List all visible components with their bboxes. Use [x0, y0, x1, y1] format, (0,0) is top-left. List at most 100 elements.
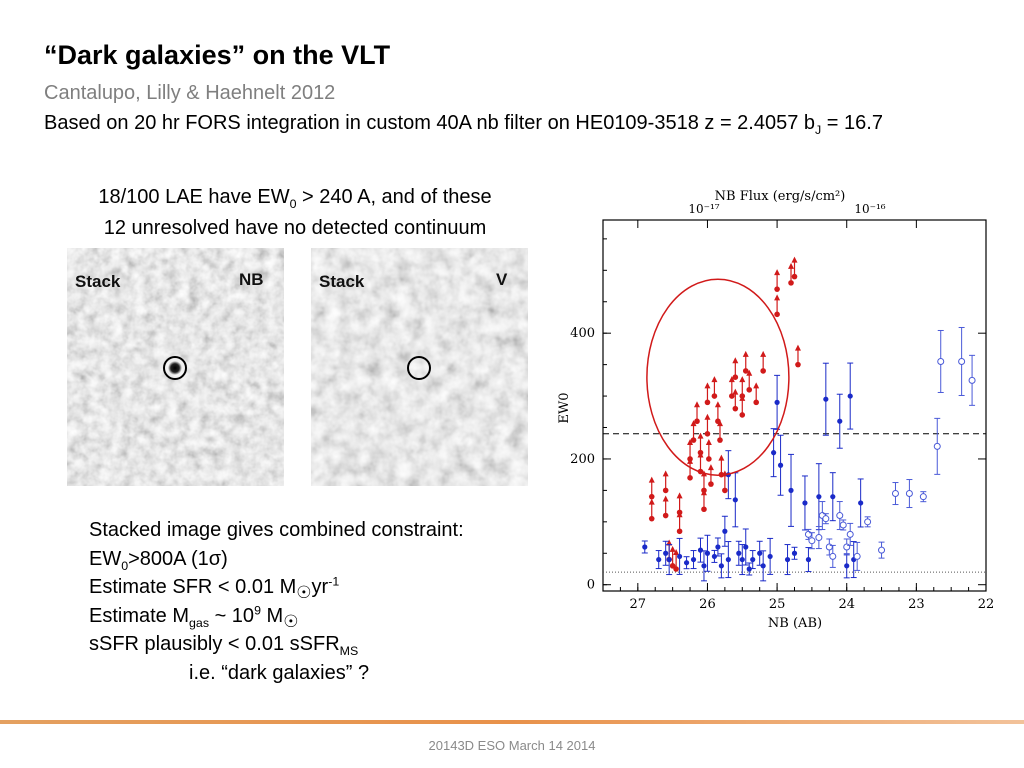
lae-line-1a: 18/100 LAE have EW [98, 186, 290, 208]
blue-point [725, 556, 731, 563]
plot-marks: 27 26 25 24 23 22 0 200 400 [570, 220, 994, 612]
blue-point [784, 556, 791, 563]
open-point [853, 552, 861, 560]
constraint-sfr-sup: -1 [328, 574, 340, 589]
arrow-head [704, 413, 711, 420]
lae-line-2: 12 unresolved have no detected continuum [103, 217, 487, 239]
x-tick-label: 25 [769, 597, 786, 612]
blue-point [844, 563, 850, 569]
blue-point [677, 553, 683, 560]
x-tick-label: 24 [838, 597, 855, 612]
blue-point [683, 560, 690, 566]
arrow-head [742, 350, 749, 357]
blue-point [771, 450, 777, 456]
red-point [701, 506, 707, 513]
open-point [891, 490, 899, 498]
arrow-head [705, 438, 712, 445]
arrow-head [648, 498, 655, 505]
blue-point [837, 418, 843, 424]
blue-point [777, 462, 784, 468]
constraint-ew: EW [89, 547, 122, 570]
lae-line-1b: > 240 A, and of these [296, 186, 492, 208]
constraint-mgas-sup: 9 [254, 602, 261, 617]
blue-point [847, 393, 853, 399]
arrow-head [673, 548, 680, 555]
constraint-ew-sub: 0 [121, 558, 129, 573]
red-point [704, 430, 711, 437]
open-point [808, 537, 816, 545]
blue-point [666, 556, 672, 563]
red-point [704, 399, 711, 406]
lae-line-1-sub: 0 [289, 197, 297, 211]
footer-text: 20143D ESO March 14 2014 [428, 738, 596, 753]
open-point [933, 442, 941, 450]
constraint-ssfr: sSFR plausibly < 0.01 sSFR [89, 633, 340, 655]
red-point [711, 393, 718, 399]
slide-title: “Dark galaxies” on the VLT [44, 40, 391, 70]
arrow-head [687, 457, 694, 464]
stamp-nb-label-right: NB [239, 270, 264, 289]
red-point [708, 481, 714, 487]
arrow-head [697, 432, 704, 439]
arrow-head [794, 344, 801, 351]
arrow-head [732, 388, 739, 395]
blue-point [802, 500, 808, 506]
arrow-head [718, 454, 725, 461]
blue-point [746, 566, 752, 572]
arrow-head [704, 382, 711, 389]
basis-subscript: J [815, 123, 822, 137]
constraint-mgas-unit: M [260, 604, 284, 627]
blue-point [757, 550, 763, 556]
arrow-head [662, 470, 669, 477]
open-point [937, 357, 945, 365]
y-axis-label: EW0 [557, 392, 572, 423]
arrow-head [662, 495, 669, 502]
constraint-mgas: Estimate M [89, 604, 190, 627]
arrow-head [760, 350, 767, 357]
open-point [968, 376, 976, 384]
red-point [729, 393, 735, 399]
blue-point [760, 563, 766, 569]
basis-text: Based on 20 hr FORS integration in custo… [44, 112, 816, 134]
constraints-text: Stacked image gives combined constraint:… [89, 516, 464, 687]
arrow-head [788, 262, 795, 269]
red-point [662, 512, 669, 519]
lae-summary: 18/100 LAE have EW0 > 240 A, and of thes… [60, 182, 530, 244]
constraint-line-5: sSFR plausibly < 0.01 sSFRMS [89, 630, 464, 659]
arrow-head [753, 382, 760, 389]
constraint-ew-val: >800A (1σ) [128, 547, 228, 570]
red-point [774, 286, 780, 292]
sun-symbol-icon: ☉ [283, 611, 299, 631]
red-point [694, 418, 700, 425]
x-tick-label: 22 [978, 597, 995, 612]
blue-point [690, 556, 697, 563]
constraint-mgas-sub: gas [189, 615, 210, 630]
blue-point [788, 487, 794, 493]
arrow-head [739, 376, 746, 383]
red-point [706, 456, 712, 462]
arrow-head [669, 545, 676, 552]
arrow-head [774, 269, 781, 276]
blue-point [704, 550, 711, 556]
top-tick-label-1e-17: 10⁻¹⁷ [688, 202, 719, 216]
blue-point [858, 500, 864, 506]
arrow-head [714, 401, 721, 408]
blue-point [823, 396, 829, 402]
stamp-v-label-left: Stack [319, 272, 365, 291]
blue-point [791, 550, 798, 556]
constraint-sfr: Estimate SFR < 0.01 M [89, 576, 297, 598]
blue-point [722, 528, 728, 534]
stamp-v-image [311, 248, 528, 486]
footer-rule [0, 720, 1024, 724]
x-tick-label: 27 [630, 597, 647, 612]
open-point [864, 518, 872, 526]
arrow-head [707, 464, 714, 471]
stamp-nb-label-left: Stack [75, 272, 121, 291]
x-tick-label: 26 [699, 597, 716, 612]
constraint-line-1: Stacked image gives combined constraint: [89, 519, 464, 541]
red-point [717, 437, 723, 443]
constraint-line-6: i.e. “dark galaxies” ? [189, 661, 370, 684]
blue-point [830, 494, 836, 500]
blue-point [750, 556, 756, 563]
y-tick-label: 0 [587, 578, 595, 593]
